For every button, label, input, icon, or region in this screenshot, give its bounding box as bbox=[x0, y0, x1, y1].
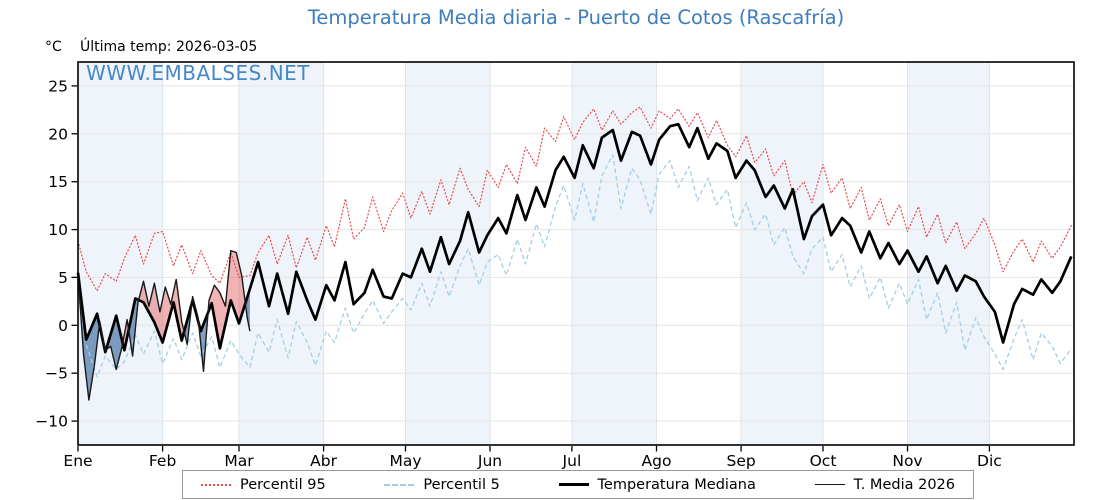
series-line-temperatura-mediana bbox=[76, 122, 1073, 354]
month-band bbox=[405, 62, 491, 445]
month-band bbox=[907, 62, 990, 445]
y-axis-tick-label: 25 bbox=[48, 77, 68, 95]
y-axis-tick-label: −10 bbox=[35, 413, 68, 431]
fill-below-median bbox=[198, 312, 208, 372]
x-axis-tick-label: Nov bbox=[892, 452, 922, 470]
legend-item-percentil-95: Percentil 95 bbox=[201, 477, 326, 493]
chart-title: Temperatura Media diaria - Puerto de Cot… bbox=[307, 6, 845, 29]
x-axis-tick-label: Jun bbox=[477, 452, 502, 470]
y-axis-unit-label: °C bbox=[45, 39, 62, 55]
y-axis-tick-label: 10 bbox=[48, 221, 68, 239]
fill-below-median bbox=[245, 288, 250, 332]
y-axis-tick-label: 15 bbox=[48, 173, 68, 191]
y-axis-tick-label: −5 bbox=[45, 365, 68, 383]
x-axis-tick-label: May bbox=[389, 452, 421, 470]
legend-item-label: Percentil 5 bbox=[423, 476, 500, 493]
x-axis-tick-label: Ago bbox=[642, 452, 672, 470]
x-axis-tick-label: Oct bbox=[810, 452, 837, 470]
percentil-95-line-sample bbox=[201, 483, 231, 486]
legend-item-temperatura-mediana: Temperatura Mediana bbox=[558, 476, 756, 493]
temperatura-mediana-line-sample bbox=[558, 482, 589, 487]
legend-item-label: Temperatura Mediana bbox=[597, 476, 756, 493]
y-axis-tick-label: 5 bbox=[58, 269, 68, 287]
plot-border bbox=[77, 61, 1075, 446]
x-axis-tick-label: Jul bbox=[562, 452, 582, 470]
x-axis-tick-label: Mar bbox=[224, 452, 254, 470]
series-line-t-media-2026 bbox=[77, 249, 251, 401]
x-axis-tick-label: Ene bbox=[63, 452, 92, 470]
legend: Percentil 95 Percentil 5 Temperatura Med… bbox=[182, 470, 974, 499]
t-media-2026-line-sample bbox=[814, 483, 845, 486]
legend-item-percentil-5: Percentil 5 bbox=[384, 476, 500, 493]
last-temp-label: Última temp: 2026-03-05 bbox=[80, 39, 258, 55]
series-line-percentil-95 bbox=[77, 106, 1072, 292]
percentil-5-line-sample bbox=[384, 483, 415, 486]
fill-above-median bbox=[138, 279, 185, 343]
x-axis-tick-label: Feb bbox=[149, 452, 176, 470]
legend-item-t-media-2026: T. Media 2026 bbox=[814, 476, 955, 493]
month-band bbox=[741, 62, 823, 445]
y-axis-tick-label: 0 bbox=[58, 317, 68, 335]
series-line-percentil-5 bbox=[77, 154, 1072, 378]
fill-above-median bbox=[122, 319, 129, 351]
legend-item-label: T. Media 2026 bbox=[853, 476, 955, 493]
x-axis-tick-label: Dic bbox=[977, 452, 1002, 470]
y-axis-tick-label: 20 bbox=[48, 125, 68, 143]
fill-below-median bbox=[128, 298, 139, 356]
watermark-text: WWW.EMBALSES.NET bbox=[86, 61, 311, 85]
x-axis-tick-label: Abr bbox=[310, 452, 337, 470]
month-band bbox=[571, 62, 657, 445]
legend-item-label: Percentil 95 bbox=[240, 476, 326, 493]
x-axis-tick-label: Sep bbox=[726, 452, 755, 470]
